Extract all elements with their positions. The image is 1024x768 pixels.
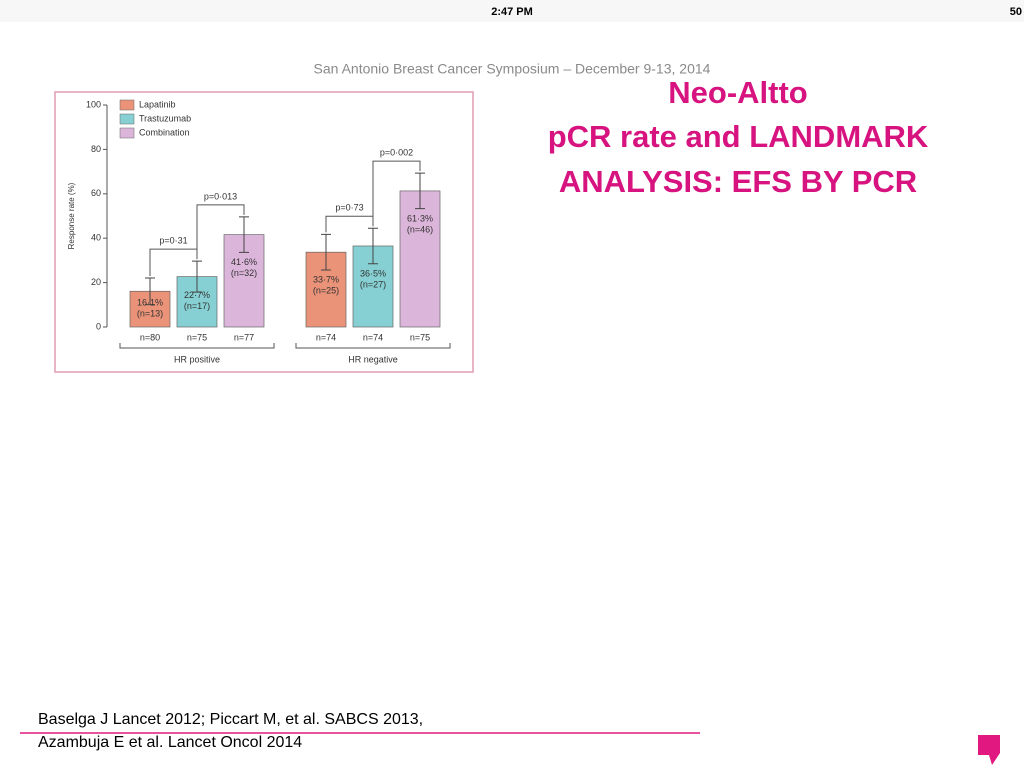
n-label: (n=13) bbox=[137, 309, 163, 319]
n-label: (n=27) bbox=[360, 279, 386, 289]
legend-swatch bbox=[119, 127, 135, 139]
count-label: n=75 bbox=[187, 332, 207, 342]
error-bar bbox=[145, 277, 155, 306]
slide-title: Neo-Altto pCR rate and LANDMARK ANALYSIS… bbox=[548, 75, 929, 199]
reference: Baselga J Lancet 2012; Piccart M, et al.… bbox=[38, 711, 423, 728]
title-line: ANALYSIS: EFS BY PCR bbox=[559, 164, 917, 199]
group-label: HR positive bbox=[174, 354, 220, 364]
chart: 0 20 40 60 80 100 Response rate (%) Lapatinib Tr… bbox=[67, 99, 451, 364]
p-value: p=0·013 bbox=[204, 191, 237, 201]
count-label: n=77 bbox=[234, 332, 254, 342]
value-label: 41·6% bbox=[231, 257, 257, 267]
y-axis-label: Response rate (%) bbox=[67, 182, 76, 249]
error-bar bbox=[415, 172, 425, 210]
y-tick-label: 100 bbox=[86, 99, 101, 109]
value-label: 61·3% bbox=[407, 213, 433, 223]
value-label: 16·1% bbox=[137, 298, 163, 308]
value-label: 36·5% bbox=[360, 268, 386, 278]
count-label: n=74 bbox=[316, 332, 336, 342]
p-bracket bbox=[196, 204, 245, 260]
count-label: n=74 bbox=[363, 332, 383, 342]
value-label: 33·7% bbox=[313, 275, 339, 285]
status-bar bbox=[0, 0, 1024, 22]
error-bar bbox=[192, 260, 202, 293]
error-bar bbox=[368, 227, 378, 265]
legend-swatch bbox=[119, 113, 135, 125]
legend-label: Trastuzumab bbox=[139, 113, 191, 123]
count-label: n=75 bbox=[410, 332, 430, 342]
value-label: 22·7% bbox=[184, 290, 210, 300]
p-value: p=0·002 bbox=[380, 148, 413, 158]
battery: 50 bbox=[1010, 6, 1022, 18]
count-label: n=80 bbox=[140, 332, 160, 342]
legend-label: Lapatinib bbox=[139, 99, 176, 109]
slide-header: San Antonio Breast Cancer Symposium – De… bbox=[314, 61, 711, 77]
reference: Azambuja E et al. Lancet Oncol 2014 bbox=[38, 734, 302, 751]
y-tick-label: 60 bbox=[91, 188, 101, 198]
group-bracket bbox=[295, 343, 451, 349]
p-bracket bbox=[372, 160, 421, 227]
n-label: (n=46) bbox=[407, 224, 433, 234]
arrow-icon bbox=[978, 735, 1000, 765]
clock: 2:47 PM bbox=[491, 6, 533, 18]
y-tick-label: 40 bbox=[91, 233, 101, 243]
legend-swatch bbox=[119, 99, 135, 111]
bar bbox=[399, 190, 441, 328]
n-label: (n=17) bbox=[184, 301, 210, 311]
group-bracket bbox=[119, 343, 275, 349]
y-tick-label: 20 bbox=[91, 277, 101, 287]
p-value: p=0·73 bbox=[335, 203, 363, 213]
error-bar bbox=[321, 233, 331, 271]
error-bar bbox=[239, 216, 249, 253]
p-value: p=0·31 bbox=[159, 235, 187, 245]
y-tick-label: 0 bbox=[96, 321, 101, 331]
n-label: (n=25) bbox=[313, 286, 339, 296]
legend-label: Combination bbox=[139, 127, 190, 137]
n-label: (n=32) bbox=[231, 268, 257, 278]
title-line: Neo-Altto bbox=[668, 75, 807, 110]
title-line: pCR rate and LANDMARK bbox=[548, 119, 929, 154]
group-label: HR negative bbox=[348, 354, 398, 364]
y-tick-label: 80 bbox=[91, 144, 101, 154]
